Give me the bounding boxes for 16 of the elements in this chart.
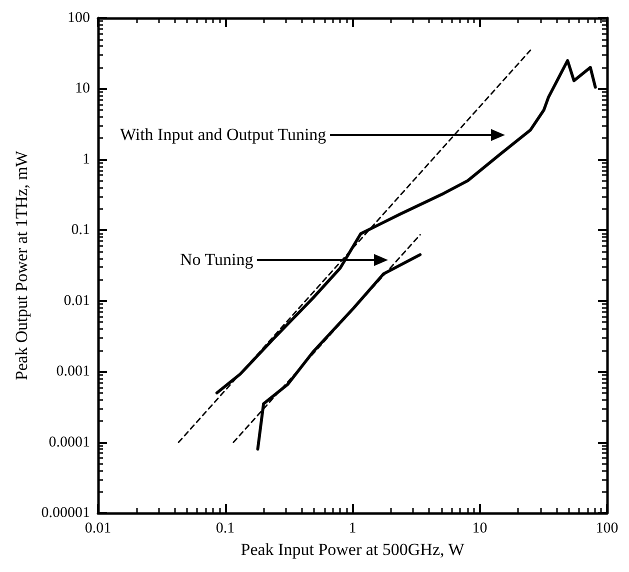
y-tick-label: 0.01 — [64, 292, 90, 309]
x-tick-label: 1 — [348, 520, 356, 536]
x-tick-label: 10 — [472, 520, 488, 536]
x-tick-label: 100 — [596, 520, 618, 536]
y-tick-label: 10 — [75, 80, 90, 97]
y-axis-title: Peak Output Power at 1THz, mW — [12, 150, 31, 380]
y-tick-label: 1 — [82, 151, 90, 168]
y-tick-label: 0.0001 — [48, 434, 90, 450]
y-tick-label: 0.1 — [71, 222, 90, 238]
x-axis-title: Peak Input Power at 500GHz, W — [240, 540, 466, 559]
x-tick-label: 0.1 — [216, 520, 235, 536]
annotation: With Input and Output Tuning — [120, 125, 326, 145]
y-tick-label: 0.00001 — [41, 505, 90, 521]
y-tick-label: 0.001 — [56, 364, 90, 380]
annotation: No Tuning — [180, 250, 254, 270]
y-tick-label: 100 — [68, 10, 90, 26]
